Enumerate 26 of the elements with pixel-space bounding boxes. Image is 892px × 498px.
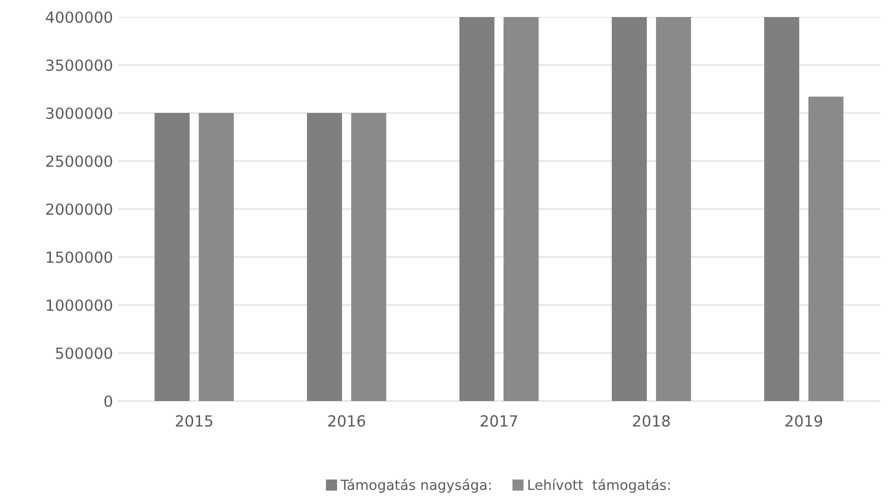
bar (351, 113, 386, 401)
y-tick-label: 1500000 (46, 251, 112, 264)
x-tick-label: 2018 (633, 415, 670, 427)
bar (764, 17, 800, 401)
x-tick-label: 2017 (480, 415, 518, 427)
x-tick-label: 2015 (176, 415, 212, 427)
bar (656, 17, 692, 401)
bar (612, 17, 647, 401)
y-tick-label: 500000 (56, 347, 112, 360)
legend-label: Támogatás nagysága: (340, 478, 491, 493)
bar (504, 17, 539, 401)
bar (306, 113, 342, 401)
y-tick-label: 3000000 (46, 107, 112, 120)
x-tick-label: 2016 (328, 415, 366, 427)
y-tick-label: 1000000 (46, 299, 112, 312)
bar (198, 113, 234, 401)
y-tick-label: 2500000 (46, 155, 112, 168)
y-tick-label: 4000000 (46, 11, 112, 24)
x-tick-label: 2019 (785, 415, 822, 427)
bar (459, 17, 494, 401)
y-tick-label: 0 (104, 395, 112, 408)
y-tick-label: 3500000 (46, 59, 112, 72)
y-tick-label: 2000000 (46, 203, 112, 216)
legend-label: Lehívott támogatás: (528, 478, 670, 493)
bar (154, 113, 190, 401)
bar (808, 96, 844, 401)
